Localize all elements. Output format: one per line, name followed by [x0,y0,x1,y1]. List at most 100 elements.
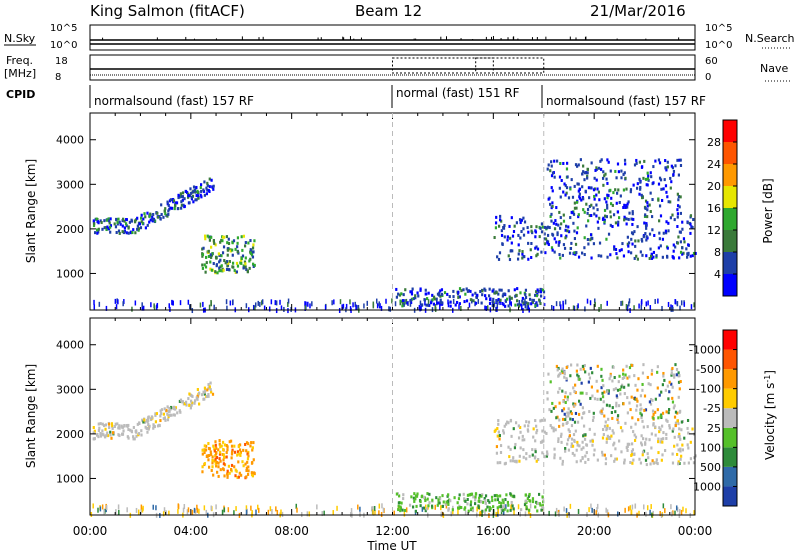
data-cell [559,161,562,165]
noise-mark [510,505,512,511]
data-cell [567,407,570,411]
noise-mark [117,299,119,305]
data-cell [564,400,567,404]
data-cell [674,421,678,425]
data-cell [422,506,426,510]
data-cell [460,289,463,293]
data-cell [658,430,661,434]
noise-mark [505,504,507,510]
data-cell [104,226,108,230]
data-cell [677,371,680,375]
data-cell [611,225,614,229]
data-cell [581,364,585,368]
data-cell [629,460,632,464]
data-cell [694,454,697,458]
data-cell [500,229,503,233]
data-cell [610,196,613,200]
data-cell [219,459,222,463]
data-cell [201,247,204,251]
ytick-label: 2000 [56,223,84,236]
data-cell [577,255,581,259]
data-cell [510,500,513,504]
data-cell [674,245,677,249]
data-cell [643,394,647,398]
data-cell [525,301,528,305]
freq-box [475,57,494,74]
colorbar-tick-label: -25 [703,402,721,415]
data-cell [657,198,660,202]
data-cell [617,170,620,174]
data-cell [492,297,495,301]
data-cell [675,373,678,377]
data-cell [515,459,518,463]
data-cell [630,237,633,241]
data-cell [519,430,522,434]
noise-mark [115,304,118,310]
data-cell [576,164,579,168]
data-cell [399,299,402,303]
data-cell [457,290,460,294]
data-cell [164,212,167,216]
data-cell [566,398,569,402]
noise-mark [629,505,632,511]
data-cell [216,470,219,474]
data-cell [573,201,576,205]
data-cell [208,238,212,242]
data-cell [662,374,665,378]
data-cell [617,380,620,384]
data-cell [135,434,138,438]
data-cell [562,161,565,165]
noise-mark [162,511,165,517]
data-cell [163,209,166,213]
noise-mark [186,509,189,515]
data-cell [652,181,655,185]
data-cell [566,421,569,425]
data-cell [412,297,415,301]
data-cell [569,246,573,250]
data-cell [492,505,495,509]
data-cell [497,297,500,301]
xtick-label: 00:00 [678,524,713,538]
data-cell [640,416,643,420]
data-cell [618,249,621,253]
data-cell [563,370,566,374]
noise-mark [502,510,505,516]
data-cell [624,205,627,209]
data-cell [501,508,505,512]
noise-mark [562,300,564,306]
data-cell [593,448,596,452]
data-cell [217,448,220,452]
data-cell [633,433,636,437]
data-cell [623,458,626,462]
ytick-label: 3000 [56,178,84,191]
data-cell [581,251,584,255]
noise-mark [307,301,309,307]
data-cell [584,189,587,193]
data-cell [552,426,555,430]
data-cell [512,507,515,511]
data-cell [402,302,405,306]
data-cell [642,437,645,441]
data-cell [665,231,668,235]
data-cell [525,420,528,424]
colorbar-tick-label: 25 [707,422,721,435]
data-cell [566,438,570,442]
data-cell [399,507,403,511]
data-cell [622,254,626,258]
data-cell [528,454,531,458]
data-cell [623,215,626,219]
colorbar-swatch [723,486,737,506]
noise-mark [598,306,600,312]
data-cell [253,263,256,267]
noise-mark [625,304,628,310]
data-cell [521,250,524,254]
data-cell [477,506,480,510]
data-cell [168,406,171,410]
cpid-label: CPID [6,88,35,101]
data-cell [141,418,144,422]
data-cell [648,256,651,260]
data-cell [643,408,646,412]
data-cell [437,301,440,305]
colorbar-tick-label: 1000 [693,480,721,493]
colorbar-tick-label: -1000 [689,344,721,357]
